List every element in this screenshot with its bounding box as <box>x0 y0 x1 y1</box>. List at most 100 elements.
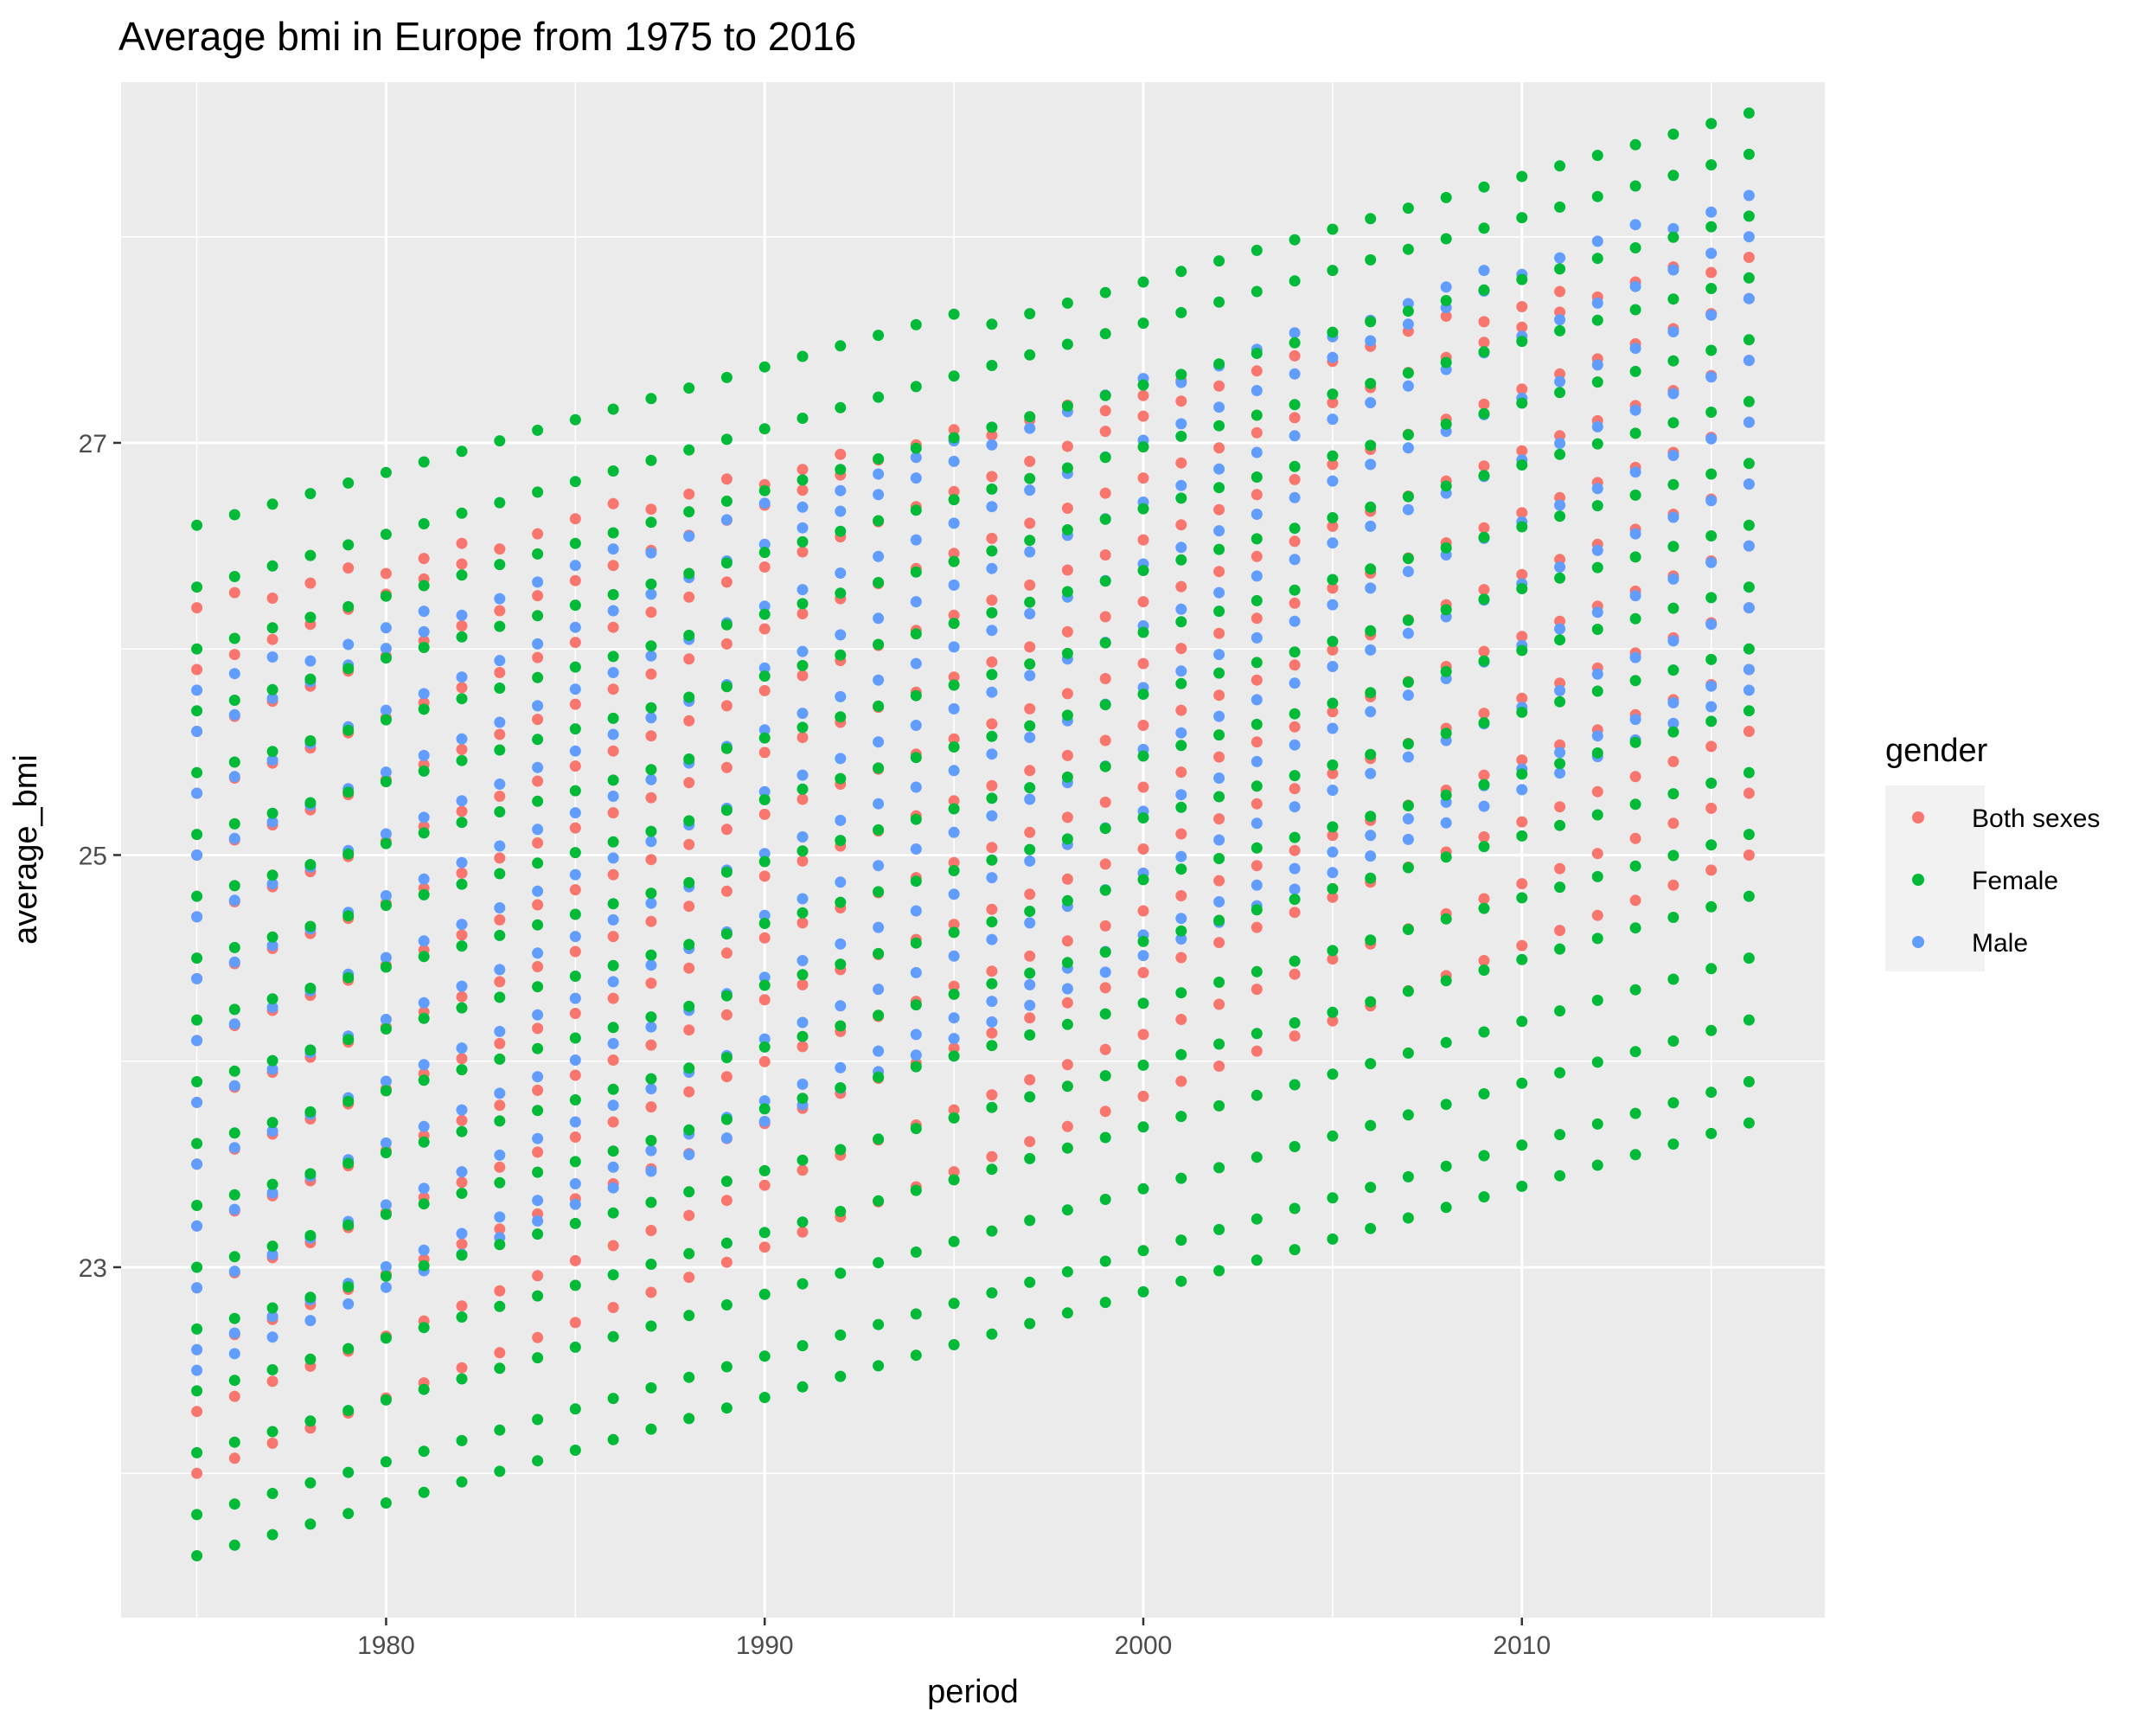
data-point <box>1478 1150 1490 1162</box>
data-point <box>569 931 581 943</box>
data-point <box>1099 611 1111 623</box>
data-point <box>266 633 278 645</box>
data-point <box>228 1390 240 1402</box>
data-point <box>1327 661 1339 672</box>
data-point <box>1289 770 1301 782</box>
data-point <box>342 477 355 489</box>
data-point <box>910 442 922 454</box>
data-points <box>191 107 1755 1561</box>
data-point <box>758 794 771 805</box>
data-point <box>1175 677 1187 689</box>
data-point <box>494 1161 506 1173</box>
data-point <box>910 657 922 670</box>
data-point <box>948 555 960 567</box>
data-point <box>835 1000 847 1012</box>
data-point <box>1705 1086 1718 1099</box>
data-point <box>986 965 998 977</box>
data-point <box>986 625 998 637</box>
data-point <box>569 971 581 982</box>
data-point <box>228 956 240 968</box>
data-point <box>532 486 544 498</box>
data-point <box>910 318 922 330</box>
data-point <box>1213 1265 1225 1277</box>
data-point <box>191 1076 203 1087</box>
data-point <box>1705 740 1718 753</box>
data-point <box>342 1298 355 1310</box>
data-point <box>456 795 468 807</box>
data-point <box>758 1179 771 1191</box>
data-point <box>191 1035 203 1047</box>
data-point <box>1289 783 1301 795</box>
data-point <box>1554 285 1566 298</box>
data-point <box>1743 705 1755 717</box>
data-point <box>797 1381 809 1393</box>
data-point <box>1099 389 1111 401</box>
data-point <box>569 621 581 633</box>
data-point <box>797 584 809 596</box>
data-point <box>228 771 240 783</box>
data-point <box>1251 1151 1263 1163</box>
data-point <box>1629 180 1641 192</box>
data-point <box>910 1349 922 1362</box>
data-point <box>607 1099 619 1112</box>
data-point <box>380 590 392 602</box>
data-point <box>607 527 619 539</box>
data-point <box>1213 649 1225 661</box>
data-point <box>456 1002 468 1014</box>
data-point <box>797 721 809 734</box>
data-point <box>1629 894 1641 907</box>
data-point <box>948 1298 960 1310</box>
data-point <box>1251 842 1263 854</box>
data-point <box>1478 584 1490 596</box>
data-point <box>948 308 960 320</box>
data-point <box>1743 540 1755 552</box>
data-point <box>418 1445 430 1458</box>
data-point <box>1099 328 1111 340</box>
data-point <box>1516 321 1528 333</box>
data-point <box>1099 920 1111 932</box>
data-point <box>191 705 203 717</box>
data-point <box>228 1498 240 1510</box>
data-point <box>380 1023 392 1035</box>
data-point <box>948 494 960 506</box>
data-point <box>1667 355 1679 367</box>
data-point <box>607 913 619 926</box>
data-point <box>835 1144 847 1156</box>
data-point <box>1175 369 1187 381</box>
data-point <box>1289 1244 1301 1256</box>
data-point <box>1591 1118 1603 1130</box>
data-point <box>1440 913 1452 925</box>
data-point <box>1516 692 1528 704</box>
data-point <box>986 471 998 483</box>
data-point <box>1099 1043 1111 1055</box>
data-point <box>645 1165 657 1177</box>
data-point <box>645 668 657 680</box>
data-point <box>380 1208 392 1221</box>
data-point <box>1289 894 1301 906</box>
data-point <box>1478 965 1490 976</box>
data-point <box>797 1016 809 1029</box>
data-point <box>1024 917 1036 929</box>
data-point <box>1554 510 1566 522</box>
data-point <box>1440 281 1452 293</box>
data-point <box>532 576 544 588</box>
data-point <box>1478 717 1490 729</box>
data-point <box>873 612 885 625</box>
data-point <box>1137 317 1149 330</box>
data-point <box>1137 997 1149 1009</box>
data-point <box>1516 383 1528 395</box>
data-point <box>569 1131 581 1143</box>
data-point <box>1591 668 1603 680</box>
data-point <box>720 1176 733 1188</box>
data-point <box>1402 862 1414 874</box>
data-point <box>418 811 430 824</box>
data-point <box>1289 349 1301 362</box>
data-point <box>266 1178 278 1190</box>
data-point <box>1251 365 1263 377</box>
data-point <box>873 638 885 651</box>
data-point <box>1516 445 1528 457</box>
data-point <box>1024 1029 1036 1041</box>
x-axis: 1980 1990 2000 2010 <box>357 1618 1551 1660</box>
data-point <box>380 828 392 840</box>
data-point <box>1175 519 1187 531</box>
